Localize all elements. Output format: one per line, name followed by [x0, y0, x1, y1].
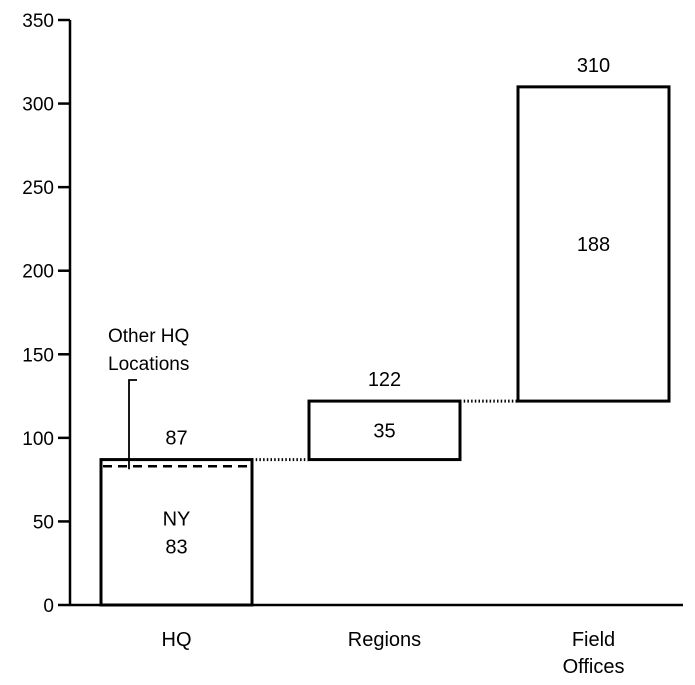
annotation-label: Locations [108, 354, 189, 375]
bar-total-label: 310 [577, 55, 610, 77]
bar-total-label: 122 [368, 369, 401, 391]
y-tick-label: 150 [22, 345, 54, 366]
bar-value-label: NY [163, 508, 191, 530]
y-tick-label: 100 [22, 429, 54, 450]
bar-value-label: 83 [165, 536, 187, 558]
bar-value-label: 35 [373, 420, 395, 442]
bar-1 [99, 458, 254, 607]
labels-layer: 87 NY 83 HQ 122 35 Regions 310 188 Field Offices Ot… [108, 55, 624, 678]
y-tick-label: 350 [22, 11, 54, 32]
y-tick-label: 0 [43, 596, 54, 617]
bar-3 [516, 85, 671, 403]
y-tick-label: 250 [22, 178, 54, 199]
x-category-label: Field [572, 629, 615, 651]
annotation-label: Other HQ [108, 326, 189, 347]
x-category-label: Regions [348, 629, 421, 651]
annotation-leader-line [128, 379, 137, 470]
bar-2 [307, 399, 462, 462]
bar-value-label: 188 [577, 234, 610, 256]
bars-layer [99, 85, 671, 607]
y-tick-label: 300 [22, 95, 54, 116]
x-category-label: HQ [162, 629, 192, 651]
bar-total-label: 87 [165, 428, 187, 450]
x-category-label: Offices [563, 656, 625, 678]
connectors-layer [252, 399, 518, 462]
y-tick-label: 200 [22, 262, 54, 283]
y-tick-label: 50 [33, 512, 54, 533]
